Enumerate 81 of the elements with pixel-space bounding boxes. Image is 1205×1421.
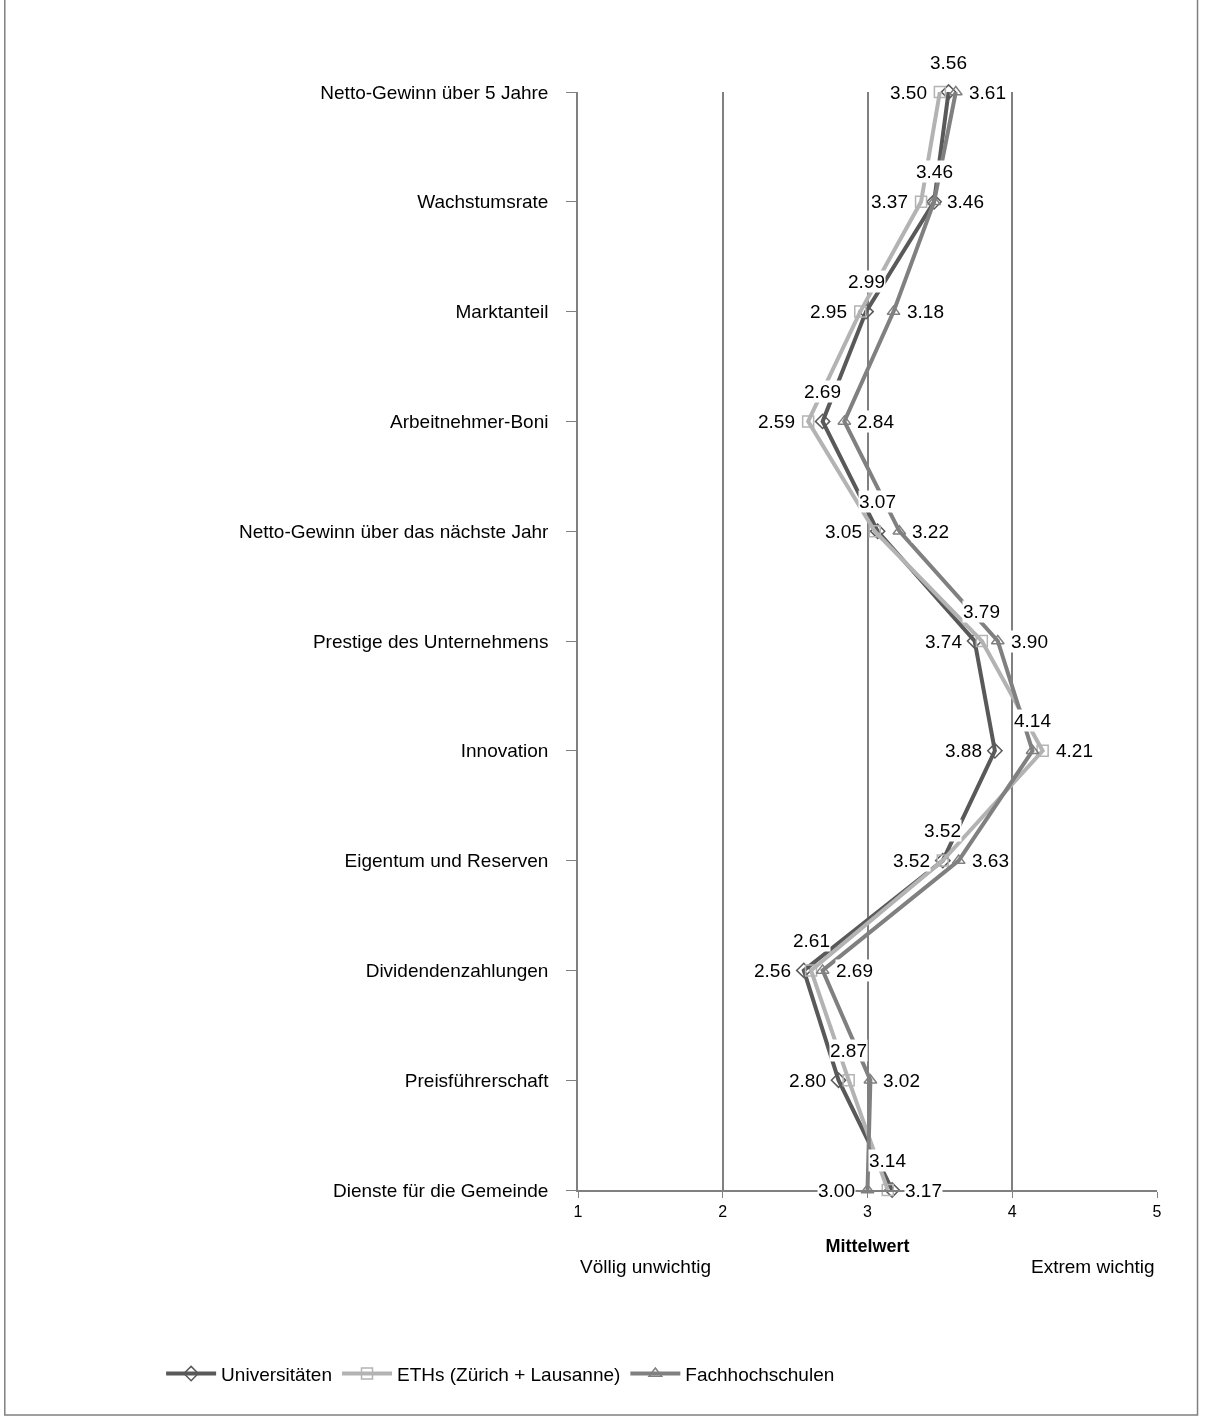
y-tick-label: Dividendenzahlungen	[365, 960, 549, 982]
point	[869, 523, 886, 540]
data-label: 2.61	[793, 930, 830, 951]
legend-label: ETHs (Zürich + Lausanne)	[397, 1363, 621, 1385]
point	[868, 524, 881, 538]
x-tick-label: 3	[863, 1202, 873, 1220]
point	[990, 634, 1005, 645]
point	[933, 85, 947, 99]
data-label: 2.99	[848, 271, 885, 292]
point	[1036, 744, 1049, 758]
y-tick-label: Netto-Gewinn über 5 Jahre	[320, 81, 549, 103]
point	[795, 962, 812, 979]
data-label: 2.87	[830, 1040, 867, 1061]
point	[863, 1073, 878, 1084]
data-label: 3.88	[945, 740, 982, 761]
data-label: 4.14	[1014, 710, 1052, 731]
data-label: 3.22	[912, 521, 949, 542]
point	[986, 742, 1003, 759]
data-label: 3.52	[924, 820, 961, 841]
data-label: 3.00	[818, 1180, 855, 1201]
data-label: 3.56	[930, 52, 967, 73]
y-tick-label: Wachstumsrate	[417, 191, 549, 213]
point	[881, 1183, 895, 1197]
data-label: 3.74	[925, 631, 963, 652]
point	[926, 193, 942, 210]
text: Extrem wichtig	[1031, 1256, 1155, 1277]
y-tick-label: Preisführerschaft	[404, 1069, 550, 1091]
data-label: 3.07	[859, 491, 896, 512]
text: Völlig unwichtig	[580, 1256, 711, 1277]
data-label: 4.21	[1056, 740, 1093, 761]
y-tick-label: Arbeitnehmer-Boni	[390, 411, 549, 433]
y-tick-label: Dienste für die Gemeinde	[333, 1179, 549, 1201]
data-label: 3.63	[972, 850, 1009, 871]
data-label: 3.90	[1011, 631, 1048, 652]
point	[951, 854, 966, 865]
data-label: 2.84	[857, 411, 895, 432]
point	[842, 1073, 855, 1087]
point	[914, 195, 928, 209]
data-label: 2.69	[804, 381, 841, 402]
data-label: 2.95	[810, 301, 847, 322]
x-tick-label: 1	[573, 1202, 583, 1220]
data-label: 3.61	[969, 82, 1006, 103]
data-label: 3.18	[907, 301, 944, 322]
y-tick-label: Prestige des Unternehmens	[312, 630, 549, 652]
x-tick-label: 4	[1007, 1202, 1017, 1220]
point	[801, 415, 815, 428]
point	[814, 413, 831, 430]
point	[975, 634, 989, 648]
point	[860, 1183, 875, 1194]
point	[892, 524, 907, 535]
x-tick-label: 2	[718, 1202, 728, 1220]
data-label: 3.50	[890, 82, 927, 103]
data-label: 3.02	[883, 1070, 920, 1091]
data-label: 2.80	[789, 1070, 826, 1091]
point	[830, 1072, 847, 1089]
data-label: 2.69	[836, 960, 873, 981]
y-tick-label: Eigentum und Reserven	[344, 850, 549, 872]
point	[804, 964, 818, 977]
point	[854, 305, 867, 318]
point	[1025, 744, 1040, 755]
y-tick-label: Marktanteil	[455, 301, 549, 323]
x-tick-label: 5	[1152, 1202, 1162, 1220]
data-label: 3.17	[905, 1180, 942, 1201]
point	[884, 1182, 901, 1198]
data-label: 2.59	[758, 411, 795, 432]
y-tick-label: Netto-Gewinn über das nächste Jahr	[239, 520, 550, 542]
data-label: 3.46	[916, 161, 953, 182]
legend-label: Universitäten	[221, 1363, 333, 1385]
data-label: 2.56	[754, 960, 791, 981]
data-label: 3.52	[893, 850, 930, 871]
point	[886, 305, 901, 316]
legend-label: Fachhochschulen	[685, 1363, 835, 1385]
x-axis-title: Mittelwert	[825, 1235, 910, 1256]
data-label: 3.46	[947, 191, 984, 212]
data-label: 3.79	[963, 601, 1000, 622]
data-label: 3.37	[871, 191, 908, 212]
y-tick-label: Innovation	[460, 740, 549, 762]
point	[948, 85, 963, 96]
point	[940, 84, 957, 100]
data-label: 3.05	[825, 521, 862, 542]
data-label: 3.14	[869, 1150, 907, 1171]
